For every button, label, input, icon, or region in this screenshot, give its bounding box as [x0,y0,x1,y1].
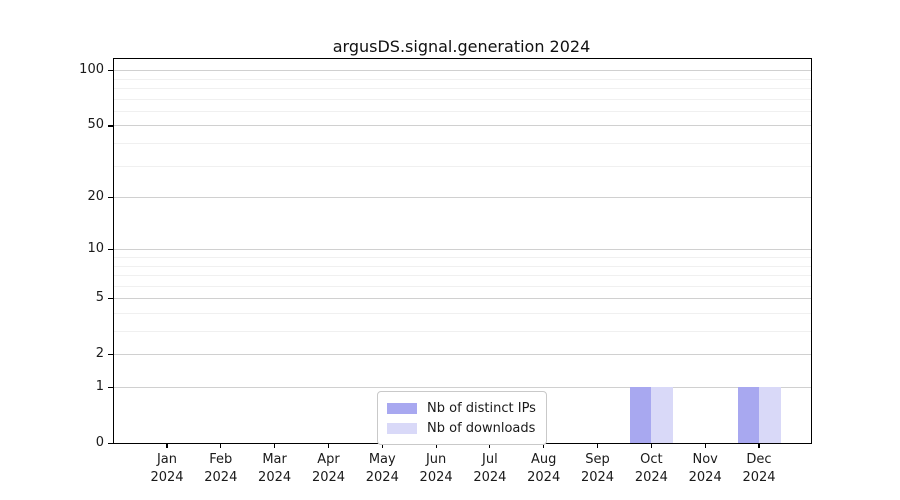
gridline-major-20 [114,197,811,199]
y-tick-mark-50 [108,125,113,127]
legend-swatch-downloads [387,422,417,434]
bar-nb-of-distinct-ips-dec-2024 [737,387,759,443]
gridline-major-5 [114,298,811,300]
gridline-minor-3 [114,331,811,332]
gridline-minor-4 [114,313,811,314]
y-tick-label-50: 50 [87,117,104,133]
y-tick-label-10: 10 [87,241,104,257]
gridline-minor-60 [114,110,811,112]
gridline-minor-8 [114,265,811,267]
x-tick-label-sep-2024: Sep 2024 [580,452,615,485]
bar-nb-of-distinct-ips-oct-2024 [629,387,652,443]
gridline-minor-80 [114,88,811,89]
y-tick-mark-1 [108,387,113,389]
plot-area: Nb of distinct IPs Nb of downloads [113,58,812,445]
gridline-minor-6 [114,285,811,287]
legend-label-distinct-ips: Nb of distinct IPs [427,400,536,416]
x-tick-mark-may-2024 [381,444,383,448]
x-tick-label-apr-2024: Apr 2024 [311,452,346,485]
y-tick-label-20: 20 [87,189,104,205]
gridline-minor-7 [114,275,811,276]
gridline-minor-40 [114,143,811,144]
x-tick-label-dec-2024: Dec 2024 [742,452,776,485]
gridline-minor-70 [114,98,811,100]
x-tick-label-mar-2024: Mar 2024 [258,452,292,485]
x-tick-mark-jun-2024 [435,444,437,448]
x-tick-mark-aug-2024 [543,444,545,448]
gridline-minor-90 [114,78,811,80]
chart-title: argusDS.signal.generation 2024 [332,37,591,56]
y-tick-mark-2 [108,354,113,356]
bar-nb-of-downloads-dec-2024 [759,387,781,443]
x-tick-label-jan-2024: Jan 2024 [150,452,184,485]
x-tick-label-nov-2024: Nov 2024 [688,452,722,485]
x-tick-label-feb-2024: Feb 2024 [204,452,238,485]
y-tick-mark-0 [108,443,113,445]
y-tick-label-100: 100 [79,62,104,78]
y-tick-label-0: 0 [95,435,104,450]
x-tick-label-jun-2024: Jun 2024 [419,452,453,485]
x-tick-label-may-2024: May 2024 [365,452,399,485]
gridline-minor-30 [114,165,811,167]
y-tick-label-5: 5 [95,290,104,306]
y-tick-label-1: 1 [95,379,104,394]
x-tick-label-oct-2024: Oct 2024 [634,452,668,485]
gridline-minor-9 [114,257,811,258]
x-tick-mark-oct-2024 [650,444,652,448]
legend-item-downloads: Nb of downloads [387,418,536,438]
gridline-major-50 [114,125,811,127]
legend-label-downloads: Nb of downloads [427,420,536,436]
x-tick-mark-feb-2024 [220,444,222,448]
bar-nb-of-downloads-oct-2024 [651,387,673,443]
y-tick-mark-20 [108,197,113,199]
gridline-major-100 [114,70,811,72]
y-tick-mark-100 [108,70,113,72]
x-tick-label-aug-2024: Aug 2024 [527,452,561,485]
gridline-major-2 [114,354,811,356]
legend-swatch-distinct-ips [387,402,417,414]
y-tick-mark-10 [108,249,113,251]
x-tick-mark-jul-2024 [489,444,491,448]
x-tick-mark-dec-2024 [758,444,760,448]
x-tick-mark-jan-2024 [166,444,168,448]
x-tick-mark-sep-2024 [596,444,599,448]
legend-item-distinct-ips: Nb of distinct IPs [387,398,536,418]
x-tick-mark-apr-2024 [327,444,330,448]
x-tick-mark-nov-2024 [704,444,706,448]
x-tick-mark-mar-2024 [274,444,276,448]
gridline-major-1 [114,387,811,388]
y-tick-mark-5 [108,298,113,300]
gridline-major-10 [114,249,811,251]
x-tick-label-jul-2024: Jul 2024 [473,452,507,485]
y-tick-label-2: 2 [95,346,104,362]
legend: Nb of distinct IPs Nb of downloads [377,391,547,445]
